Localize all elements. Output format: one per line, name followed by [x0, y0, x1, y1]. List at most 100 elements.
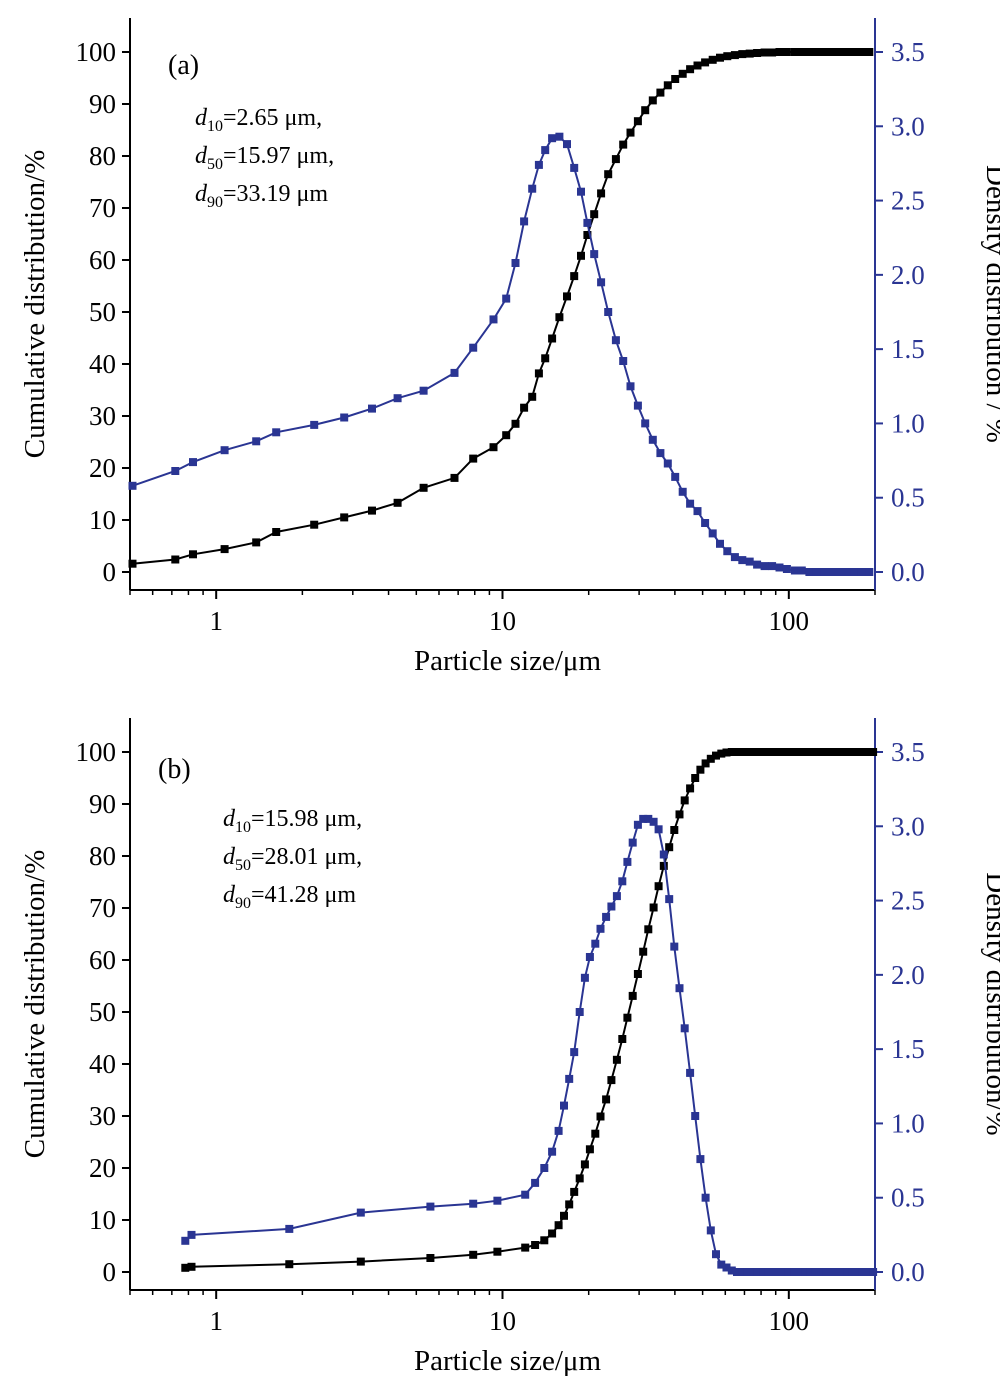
- cumulative-data-point: [748, 748, 757, 756]
- cumulative-data-point: [489, 443, 498, 452]
- cumulative-data-point: [602, 1095, 611, 1104]
- density-data-point: [565, 1074, 574, 1083]
- density-data-point: [738, 556, 747, 565]
- cumulative-data-point: [759, 748, 768, 756]
- y-left-tick-label: 10: [89, 505, 116, 535]
- density-data-point: [590, 250, 599, 259]
- density-data-point: [790, 1268, 799, 1276]
- cumulative-data-point: [548, 1229, 557, 1238]
- density-data-point: [469, 343, 478, 352]
- cumulative-data-point: [368, 506, 376, 515]
- density-data-point: [832, 1268, 841, 1276]
- y-left-tick-label: 80: [89, 141, 116, 171]
- density-data-point: [649, 817, 658, 826]
- y-right-axis-title: Density distribution / %: [980, 165, 1000, 443]
- y-left-tick-label: 100: [76, 37, 117, 67]
- cumulative-data-point: [745, 49, 754, 58]
- density-data-point: [782, 565, 791, 573]
- x-tick-label: 100: [769, 1306, 810, 1336]
- density-data-point: [837, 1268, 846, 1276]
- cumulative-data-point: [812, 48, 821, 56]
- density-data-point: [654, 825, 663, 834]
- y-right-tick-label: 2.5: [891, 186, 925, 216]
- density-data-point: [723, 547, 732, 556]
- density-data-point: [639, 814, 648, 823]
- cumulative-data-point: [419, 483, 428, 492]
- cumulative-data-point: [774, 748, 783, 756]
- density-data-point: [806, 1268, 815, 1276]
- y-right-tick-label: 1.5: [891, 334, 925, 364]
- density-data-point: [784, 1268, 793, 1276]
- cumulative-data-point: [520, 403, 529, 412]
- cumulative-data-point: [717, 749, 726, 758]
- cumulative-data-point: [738, 748, 747, 756]
- cumulative-data-point: [285, 1260, 294, 1269]
- y-left-tick-label: 60: [89, 945, 116, 975]
- density-data-point: [450, 368, 459, 377]
- cumulative-data-point: [801, 748, 810, 756]
- density-data-point: [511, 259, 520, 267]
- cumulative-data-point: [540, 1236, 549, 1245]
- panel-label: (a): [168, 50, 199, 81]
- cumulative-data-point: [502, 431, 511, 440]
- density-data-point: [607, 902, 616, 911]
- density-data-point: [641, 419, 650, 428]
- cumulative-data-point: [764, 748, 773, 756]
- density-data-point: [680, 1024, 689, 1033]
- density-data-point: [356, 1208, 365, 1217]
- cumulative-data-point: [628, 991, 637, 1000]
- density-data-point: [827, 1268, 836, 1276]
- cumulative-data-point: [864, 748, 872, 756]
- density-data-point: [670, 942, 679, 951]
- cumulative-data-point: [534, 369, 543, 378]
- density-data-point: [811, 1268, 820, 1276]
- y-left-tick-label: 30: [89, 401, 116, 431]
- density-data-point: [272, 428, 281, 437]
- density-data-point: [340, 413, 349, 422]
- d-value-annotation: d10=2.65 μm,: [195, 105, 322, 135]
- cumulative-data-point: [693, 61, 702, 70]
- density-data-point: [493, 1196, 502, 1205]
- cumulative-data-point: [623, 1013, 632, 1022]
- cumulative-data-point: [649, 903, 658, 912]
- density-data-point: [604, 308, 613, 316]
- density-data-point: [853, 1268, 862, 1276]
- y-left-tick-label: 40: [89, 349, 116, 379]
- chart-panel-2: 1 10 100 0 10 20 30 40 50 60 70 80 90 100 0.0 0.5 1.0 1.5…: [19, 718, 1000, 1377]
- y-left-tick-label: 40: [89, 1049, 116, 1079]
- density-data-point: [548, 1147, 557, 1156]
- cumulative-data-point: [521, 1243, 530, 1252]
- density-data-point: [618, 877, 627, 886]
- cumulative-data-point: [577, 251, 585, 260]
- y-right-tick-label: 0.5: [891, 483, 925, 513]
- density-data-point: [612, 892, 621, 901]
- x-tick-label: 1: [209, 1306, 223, 1336]
- cumulative-data-point: [835, 48, 844, 56]
- cumulative-data-point: [604, 170, 613, 179]
- density-data-point: [285, 1224, 294, 1233]
- density-data-point: [531, 1178, 540, 1187]
- cumulative-data-point: [680, 796, 689, 805]
- panel-label: (b): [158, 754, 191, 785]
- density-data-point: [753, 560, 762, 569]
- density-data-point: [644, 814, 653, 823]
- cumulative-data-point: [820, 48, 829, 56]
- density-data-point: [671, 472, 680, 481]
- cumulative-data-point: [712, 751, 720, 760]
- cumulative-data-point: [560, 1211, 568, 1220]
- y-left-tick-label: 20: [89, 453, 116, 483]
- density-data-point: [220, 446, 229, 455]
- density-data-point: [768, 562, 777, 571]
- density-data-point: [623, 857, 632, 866]
- density-data-point: [678, 487, 687, 496]
- y-left-tick-label: 60: [89, 245, 116, 275]
- cumulative-data-point: [548, 334, 557, 343]
- density-data-point: [555, 132, 564, 141]
- cumulative-data-point: [811, 748, 820, 756]
- cumulative-data-point: [805, 48, 814, 56]
- d-value-annotation: d10=15.98 μm,: [223, 806, 362, 836]
- density-data-point: [554, 1126, 563, 1135]
- density-data-point: [469, 1199, 478, 1208]
- density-data-point: [675, 984, 684, 993]
